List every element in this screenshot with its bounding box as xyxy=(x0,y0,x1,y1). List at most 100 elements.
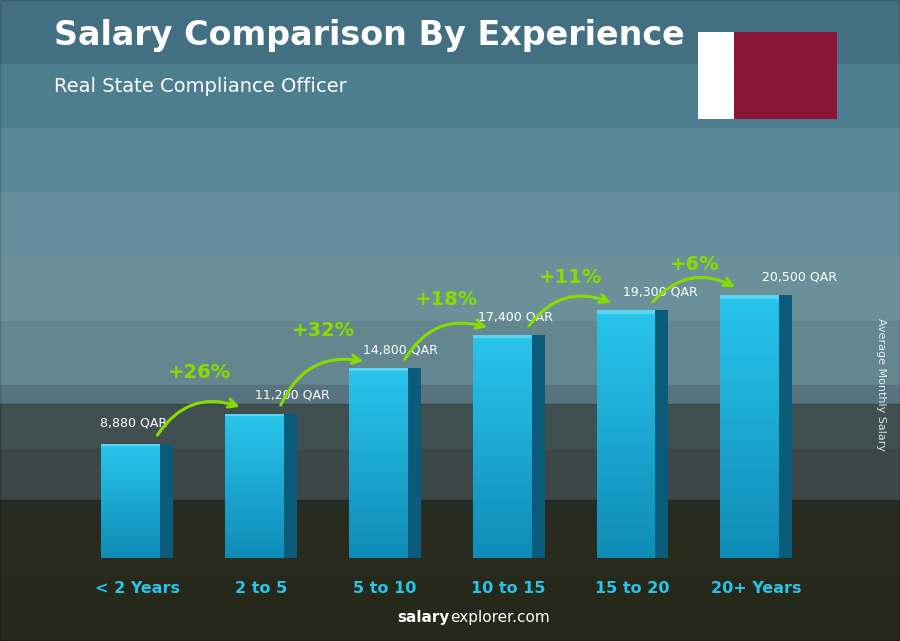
Bar xyxy=(225,529,284,534)
Bar xyxy=(102,447,160,451)
Bar xyxy=(225,447,284,453)
Bar xyxy=(0,256,900,320)
Bar xyxy=(225,515,284,519)
Bar xyxy=(720,417,779,426)
Bar xyxy=(720,365,779,374)
Bar xyxy=(472,335,532,338)
Bar xyxy=(472,483,532,491)
Text: salary: salary xyxy=(398,610,450,625)
Bar xyxy=(720,330,779,338)
Bar xyxy=(102,535,160,538)
Bar xyxy=(720,522,779,531)
Text: +26%: +26% xyxy=(167,363,230,382)
Bar xyxy=(102,516,160,520)
Bar xyxy=(472,409,532,417)
Bar xyxy=(472,543,532,550)
Bar xyxy=(225,481,284,486)
Bar xyxy=(225,476,284,481)
Bar xyxy=(349,399,408,406)
Text: 14,800 QAR: 14,800 QAR xyxy=(363,344,437,356)
Polygon shape xyxy=(734,80,751,90)
Bar xyxy=(472,357,532,364)
Bar xyxy=(472,364,532,372)
Bar xyxy=(349,476,408,482)
Bar xyxy=(779,295,792,558)
Bar xyxy=(597,442,655,451)
Bar xyxy=(720,295,779,304)
Bar xyxy=(349,513,408,520)
Bar xyxy=(102,497,160,501)
Bar xyxy=(597,368,655,376)
Bar xyxy=(349,419,408,425)
Polygon shape xyxy=(734,109,751,119)
Bar xyxy=(349,412,408,419)
Bar xyxy=(472,438,532,446)
Text: Salary Comparison By Experience: Salary Comparison By Experience xyxy=(54,19,685,52)
Bar xyxy=(472,335,532,342)
Bar xyxy=(720,312,779,321)
Bar xyxy=(349,381,408,387)
Bar xyxy=(102,546,160,550)
Bar xyxy=(349,450,408,456)
Bar xyxy=(225,490,284,495)
Bar xyxy=(225,414,284,419)
Bar xyxy=(472,513,532,520)
Bar xyxy=(225,438,284,443)
Bar xyxy=(349,545,408,551)
Bar xyxy=(102,489,160,493)
FancyArrowPatch shape xyxy=(652,278,732,302)
Bar xyxy=(102,444,160,447)
Bar xyxy=(225,486,284,490)
Bar xyxy=(0,0,900,64)
Bar xyxy=(102,455,160,459)
Bar xyxy=(472,528,532,535)
Bar xyxy=(225,428,284,433)
Polygon shape xyxy=(734,32,751,42)
Bar xyxy=(0,192,900,256)
Bar xyxy=(225,544,284,548)
Bar xyxy=(720,374,779,383)
Bar xyxy=(349,551,408,558)
Bar xyxy=(472,431,532,438)
Bar xyxy=(225,457,284,462)
Polygon shape xyxy=(734,71,751,80)
Polygon shape xyxy=(734,99,751,109)
Bar xyxy=(102,524,160,528)
Bar xyxy=(472,491,532,498)
Bar xyxy=(349,488,408,494)
Text: < 2 Years: < 2 Years xyxy=(94,581,180,595)
Bar xyxy=(720,531,779,540)
Bar xyxy=(597,434,655,442)
Bar xyxy=(597,451,655,459)
Bar xyxy=(225,534,284,538)
Bar xyxy=(160,444,173,558)
Bar xyxy=(472,349,532,357)
Bar xyxy=(225,419,284,424)
Text: +6%: +6% xyxy=(670,255,719,274)
Bar xyxy=(472,417,532,424)
Bar xyxy=(0,404,900,500)
Bar xyxy=(408,368,420,558)
Bar xyxy=(597,310,655,319)
Text: 20,500 QAR: 20,500 QAR xyxy=(762,271,837,283)
Bar xyxy=(349,438,408,444)
Bar xyxy=(472,401,532,409)
Bar xyxy=(532,335,544,558)
Bar xyxy=(597,376,655,385)
Bar xyxy=(597,483,655,492)
Bar xyxy=(472,387,532,394)
Bar xyxy=(472,454,532,461)
Bar xyxy=(102,531,160,535)
Bar xyxy=(225,467,284,472)
Bar xyxy=(349,501,408,507)
Text: 5 to 10: 5 to 10 xyxy=(353,581,417,595)
Bar xyxy=(225,553,284,558)
Bar xyxy=(102,504,160,508)
Bar xyxy=(225,433,284,438)
Bar xyxy=(597,319,655,327)
Bar xyxy=(225,538,284,544)
Bar xyxy=(102,512,160,516)
Bar xyxy=(597,409,655,417)
Bar xyxy=(597,385,655,393)
Bar xyxy=(597,467,655,475)
